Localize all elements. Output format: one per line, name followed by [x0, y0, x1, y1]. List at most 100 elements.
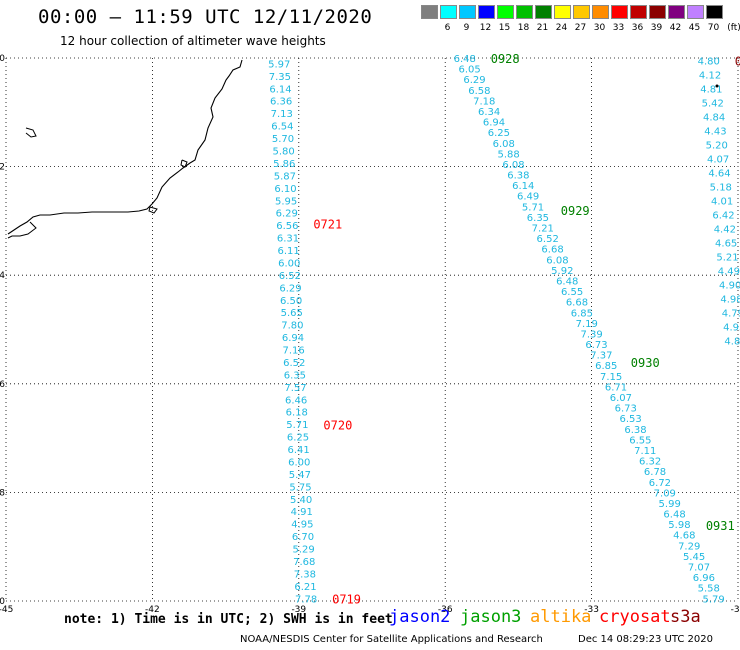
wave-height-value: 6.29 — [463, 75, 485, 86]
wave-height-value: 6.48 — [556, 276, 578, 287]
legend-swatch — [611, 5, 628, 19]
footer-note: note: 1) Time is in UTC; 2) SWH is in fe… — [64, 612, 393, 627]
wave-height-value: 6.08 — [493, 139, 515, 150]
wave-height-value: 6.11 — [278, 246, 300, 257]
wave-height-value: 6.42 — [712, 211, 734, 222]
wave-height-value: 5.87 — [274, 171, 296, 182]
lon-tick-label: -36 — [438, 605, 453, 615]
coastline-island — [148, 206, 158, 214]
legend-label: 45 — [688, 23, 701, 33]
wave-height-value: 6.00 — [278, 258, 300, 269]
wave-height-value: 7.68 — [293, 557, 315, 568]
wave-height-value: 6.29 — [279, 283, 301, 294]
pass-time-label: 0930 — [631, 356, 660, 370]
wave-height-value: 6.46 — [285, 395, 307, 406]
wave-height-value: 7.07 — [688, 563, 710, 574]
legend-label: 6 — [444, 23, 451, 33]
coastline-inlet — [7, 221, 37, 239]
wave-height-value: 6.14 — [269, 84, 291, 95]
wave-height-value: 4.95 — [723, 322, 740, 333]
wave-height-value: 4.43 — [704, 127, 726, 138]
wave-height-value: 6.56 — [276, 221, 298, 232]
coastline — [7, 59, 243, 239]
wave-height-value: 7.57 — [284, 383, 306, 394]
data-point — [715, 84, 719, 88]
wave-height-value: 6.96 — [693, 573, 715, 584]
wave-height-value: 7.19 — [576, 319, 598, 330]
legend-label: 9 — [463, 23, 470, 33]
altimeter-tracks: 5.977.356.146.367.136.545.705.805.865.87… — [268, 52, 740, 606]
wave-height-value: 6.35 — [284, 370, 306, 381]
pass-time-label: 0721 — [313, 218, 342, 232]
legend-swatch — [554, 5, 571, 19]
wave-height-value: 6.38 — [624, 425, 646, 436]
wave-height-value: 5.99 — [659, 499, 681, 510]
wave-height-value: 7.78 — [295, 594, 317, 605]
wave-height-value: 6.10 — [274, 184, 296, 195]
wave-height-value: 5.29 — [292, 545, 314, 556]
wave-height-value: 6.14 — [512, 181, 534, 192]
lat-lon-grid: -45 -42 -39 -36 -33 -30 -20 -22 -24 -26 -28 -30 — [0, 54, 740, 615]
wave-height-value: 4.80 — [698, 57, 720, 68]
wave-height-value: 7.16 — [283, 346, 305, 357]
wave-height-value: 4.65 — [715, 238, 737, 249]
wave-height-value: 6.78 — [644, 467, 666, 478]
wave-height-value: 4.95 — [291, 520, 313, 531]
legend-swatch — [687, 5, 704, 19]
wave-height-value: 7.35 — [269, 72, 291, 83]
lon-tick-label: -30 — [731, 605, 740, 615]
wave-height-value: 6.52 — [279, 271, 301, 282]
wave-height-value: 7.29 — [678, 541, 700, 552]
wave-height-value: 6.25 — [488, 128, 510, 139]
satellite-name: s3a — [670, 607, 701, 627]
wave-height-value: 6.72 — [649, 478, 671, 489]
map-title: 00:00 — 11:59 UTC 12/11/2020 — [38, 6, 373, 28]
wave-height-value: 5.42 — [702, 99, 724, 110]
legend-label: 12 — [479, 23, 492, 33]
wave-height-value: 5.21 — [716, 252, 738, 263]
wave-height-value: 6.38 — [507, 171, 529, 182]
legend-label: 42 — [669, 23, 682, 33]
wave-height-value: 6.34 — [478, 107, 500, 118]
lat-tick-label: -28 — [0, 488, 5, 498]
wave-height-value: 4.12 — [699, 71, 721, 82]
wave-height-value: 5.75 — [289, 482, 311, 493]
wave-height-value: 6.52 — [537, 234, 559, 245]
wave-height-value: 6.73 — [615, 404, 637, 415]
lon-tick-label: -39 — [291, 605, 306, 615]
legend-swatch — [649, 5, 666, 19]
legend-swatch — [459, 5, 476, 19]
wave-height-value: 5.95 — [275, 196, 297, 207]
wave-height-value: 5.40 — [290, 495, 312, 506]
wave-height-value: 4.90 — [719, 280, 740, 291]
legend-label: 27 — [574, 23, 587, 33]
pass-time-label: 0720 — [323, 419, 352, 433]
wave-height-value: 7.15 — [600, 372, 622, 383]
wave-height-value: 6.07 — [610, 393, 632, 404]
legend-swatch — [497, 5, 514, 19]
lon-tick-label: -42 — [145, 605, 160, 615]
wave-height-value: 7.18 — [473, 96, 495, 107]
wave-height-value: 6.36 — [270, 97, 292, 108]
wave-height-value: 4.81 — [700, 85, 722, 96]
wave-height-value: 6.53 — [620, 414, 642, 425]
legend-label: 15 — [498, 23, 511, 33]
legend-swatch — [592, 5, 609, 19]
lat-tick-label: -26 — [0, 380, 5, 390]
wave-height-value: 6.31 — [277, 234, 299, 245]
wave-height-value: 6.00 — [288, 457, 310, 468]
pass-time-label: 0017 — [735, 55, 740, 69]
wave-height-value: 6.94 — [483, 118, 505, 129]
pass-time-label: 0928 — [491, 52, 520, 66]
wave-height-value: 7.39 — [580, 329, 602, 340]
legend-swatch — [478, 5, 495, 19]
legend-swatch — [421, 5, 438, 19]
legend-swatch — [706, 5, 723, 19]
wave-height-value: 7.37 — [590, 351, 612, 362]
legend-swatch — [440, 5, 457, 19]
wave-height-value: 6.55 — [629, 435, 651, 446]
pass-time-label: 0929 — [561, 204, 590, 218]
wave-height-value: 6.21 — [294, 582, 316, 593]
wave-height-value: 6.35 — [527, 213, 549, 224]
wave-height-value: 7.11 — [634, 446, 656, 457]
